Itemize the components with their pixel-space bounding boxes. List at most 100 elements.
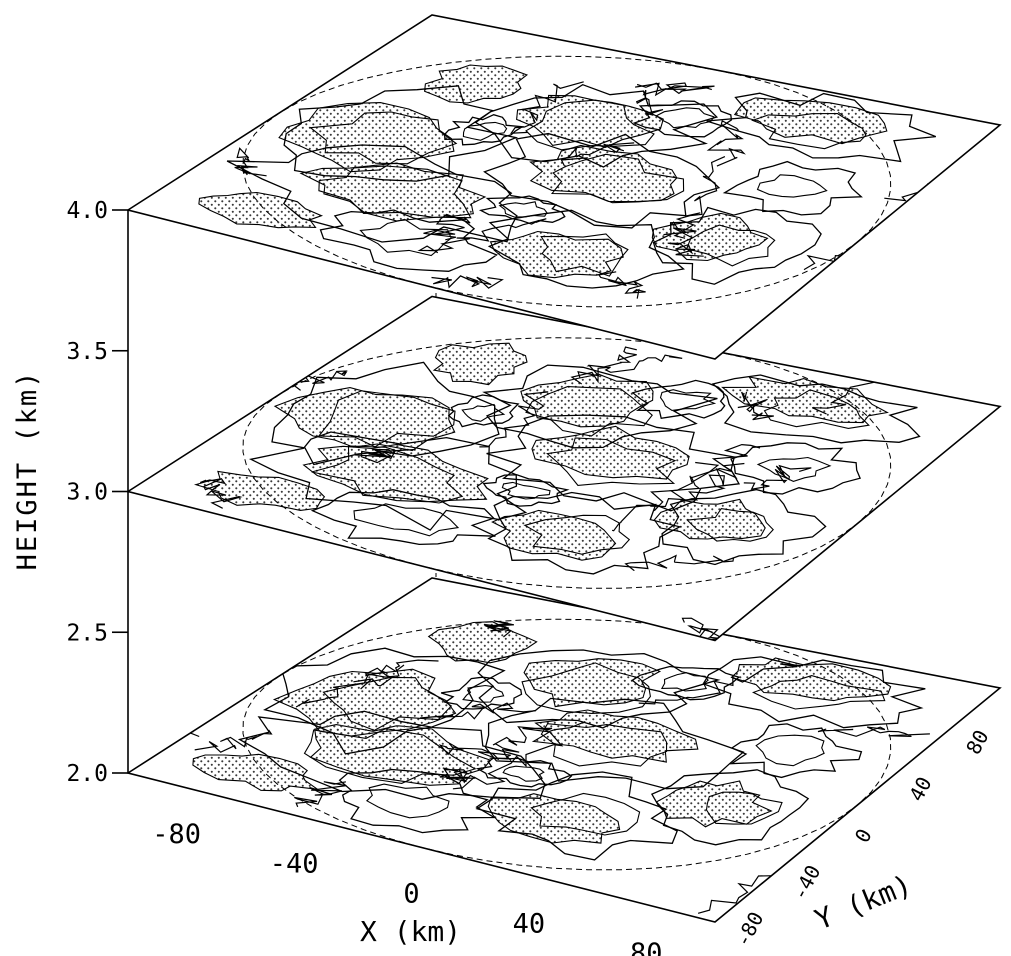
- contour-plane-layer: [126, 577, 1002, 923]
- contour-line: [318, 165, 472, 219]
- contour-line: [756, 456, 832, 482]
- contour-line: [311, 445, 464, 504]
- contour-line: [365, 783, 450, 819]
- contour-line: [611, 461, 720, 532]
- contour-line: [705, 791, 783, 825]
- stippled-region: [733, 97, 888, 145]
- y-tick-label: 80: [961, 726, 994, 759]
- y-tick-label: 40: [904, 773, 937, 806]
- x-axis-title: X (km): [360, 915, 461, 948]
- height-tick-label: 2.0: [66, 761, 108, 787]
- contour-line: [686, 508, 774, 542]
- contour-line: [194, 729, 273, 753]
- contour-line: [650, 769, 810, 846]
- contour-line: [577, 346, 637, 378]
- contour-line: [486, 414, 741, 512]
- contour-line: [597, 271, 646, 299]
- stippled-region: [520, 373, 654, 428]
- contour-line: [755, 734, 825, 767]
- height-tick-label: 2.5: [66, 620, 108, 646]
- contour-line: [756, 174, 828, 198]
- contour-line: [631, 379, 726, 420]
- contour-line: [650, 443, 761, 508]
- contour-line: [663, 221, 704, 257]
- contour-line: [525, 386, 653, 437]
- contour-line: [525, 99, 655, 151]
- contour-line: [310, 489, 496, 546]
- contour-line: [248, 431, 528, 531]
- contour-line: [729, 723, 863, 779]
- contour-line: [661, 488, 827, 566]
- contour-line: [478, 195, 566, 225]
- contour-line: [685, 224, 776, 267]
- contour-line: [570, 354, 683, 385]
- contour-line: [447, 394, 520, 428]
- contour-line: [501, 481, 551, 500]
- contour-line: [475, 771, 679, 861]
- y-tick-label: -80: [730, 908, 768, 951]
- contour-line: [711, 374, 921, 444]
- contour-line: [338, 768, 497, 834]
- contour-plane-layer: [126, 14, 1002, 360]
- contour-line: [482, 364, 718, 449]
- contour-line: [638, 663, 804, 705]
- contour-line: [295, 659, 439, 708]
- contour-line: [263, 647, 506, 755]
- contour-line: [546, 437, 677, 486]
- contour-line: [681, 462, 745, 501]
- stippled-region: [531, 425, 690, 480]
- contour-line: [702, 656, 926, 729]
- contour-line: [439, 767, 476, 784]
- contour-line: [354, 448, 416, 464]
- contour-line: [635, 82, 667, 116]
- contour-line: [461, 403, 506, 422]
- contour-line: [419, 702, 536, 720]
- x-tick-label: 0: [403, 879, 419, 910]
- contour-line: [706, 92, 937, 163]
- contour-line: [722, 160, 863, 216]
- contour-line: [462, 121, 508, 141]
- contour-line: [128, 720, 200, 738]
- contour-line: [652, 206, 822, 285]
- y-tick-label: 0: [850, 825, 877, 847]
- contour-line: [199, 478, 243, 509]
- contour-line: [440, 676, 523, 710]
- range-ring: [242, 618, 892, 871]
- contour-line: [632, 100, 733, 138]
- contour-line: [631, 665, 741, 701]
- range-ring: [242, 55, 892, 308]
- y-axis-title: Y (km): [810, 868, 916, 936]
- contour-line: [502, 765, 545, 782]
- contour-line: [443, 114, 525, 146]
- contour-line: [234, 147, 267, 177]
- contour-line: [423, 213, 471, 241]
- contour-line: [673, 156, 726, 239]
- contour-line: [751, 675, 886, 710]
- contour-line: [660, 672, 709, 692]
- contour-line: [540, 233, 629, 277]
- contour-line: [737, 391, 774, 421]
- contour-line: [560, 142, 635, 167]
- contour-line: [730, 442, 861, 495]
- contour-line: [498, 201, 548, 218]
- contour-line: [353, 503, 460, 537]
- contour-line: [483, 620, 515, 638]
- stippled-region: [531, 709, 699, 763]
- contour-planes: [126, 14, 1002, 923]
- height-axis-title: HEIGHT (km): [12, 370, 43, 571]
- height-tick-label: 3.5: [66, 339, 108, 365]
- contour-line: [530, 792, 641, 836]
- contour-line: [417, 218, 547, 254]
- contour-line: [359, 218, 452, 257]
- contour-line: [624, 554, 735, 572]
- contour-line: [681, 617, 724, 641]
- contour-line: [283, 85, 519, 182]
- contour-line: [226, 144, 518, 243]
- contour-line: [550, 153, 685, 204]
- contour-line: [523, 514, 631, 555]
- contour-line: [655, 107, 715, 129]
- stippled-region: [198, 191, 324, 229]
- contour-line: [659, 389, 717, 411]
- stippled-region: [432, 342, 528, 386]
- contour-line: [317, 390, 456, 448]
